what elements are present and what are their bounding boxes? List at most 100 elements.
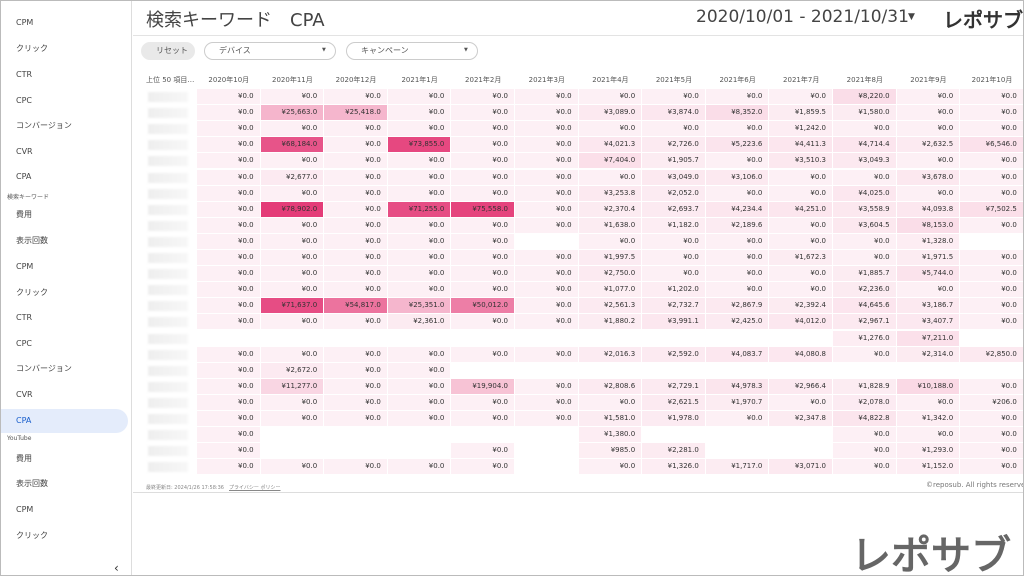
nav-item[interactable]: CTR	[16, 70, 33, 79]
nav-item[interactable]: CVR	[16, 147, 33, 156]
date-range[interactable]: 2020/10/01 - 2021/10/31	[696, 7, 909, 27]
dropdown-arrow[interactable]: ▼	[908, 12, 915, 22]
nav-item[interactable]: クリック	[16, 288, 48, 297]
row-label-blurred	[148, 333, 188, 344]
table-cell: ¥0.0	[197, 443, 260, 459]
nav-item[interactable]: CPM	[16, 262, 34, 271]
table-cell: ¥7,404.0	[578, 153, 642, 169]
column-header: 2021年8月	[846, 76, 883, 84]
table-cell: ¥0.0	[451, 314, 514, 330]
table-cell: ¥0.0	[896, 105, 960, 121]
section-label: YouTube	[7, 435, 32, 442]
table-cell: ¥0.0	[960, 169, 1023, 185]
table-cell: ¥0.0	[387, 459, 451, 475]
table-cell: ¥0.0	[960, 443, 1023, 459]
table-cell: ¥0.0	[705, 89, 769, 104]
table-cell: ¥3,186.7	[896, 298, 960, 314]
table-cell: ¥0.0	[578, 121, 642, 137]
table-cell: ¥0.0	[705, 185, 769, 201]
table-cell: ¥3,991.1	[642, 314, 705, 330]
table-cell: ¥0.0	[387, 282, 451, 298]
table-cell: ¥50,012.0	[451, 298, 514, 314]
table-cell: ¥0.0	[451, 459, 514, 475]
table-cell: ¥0.0	[451, 266, 514, 282]
table-cell: ¥0.0	[705, 282, 769, 298]
filter-button[interactable]: キャンペーン	[346, 42, 478, 60]
table-cell: ¥2,750.0	[578, 266, 642, 282]
dropdown-arrow[interactable]: ▼	[464, 47, 468, 53]
table-cell: ¥0.0	[833, 427, 896, 443]
table-cell: ¥0.0	[515, 378, 578, 394]
collapse-button[interactable]: ‹	[114, 561, 119, 575]
table-cell: ¥0.0	[515, 153, 578, 169]
table-cell: ¥2,850.0	[960, 346, 1023, 362]
column-header: 2021年9月	[910, 76, 947, 84]
table-cell: ¥0.0	[960, 266, 1023, 282]
table-cell: ¥73,855.0	[387, 137, 451, 153]
privacy-link[interactable]: プライバシー ポリシー	[229, 485, 281, 491]
table-cell: ¥4,411.3	[769, 137, 832, 153]
table-cell: ¥0.0	[260, 459, 324, 475]
row-label-blurred	[148, 285, 188, 296]
filter-button[interactable]: リセット	[141, 42, 195, 60]
nav-item[interactable]: CPA	[1, 409, 128, 433]
table-cell: ¥0.0	[324, 378, 387, 394]
nav-item[interactable]: クリック	[16, 44, 48, 53]
section-label: 検索キーワード	[7, 194, 50, 201]
table-cell: ¥0.0	[197, 378, 260, 394]
nav-item[interactable]: コンバージョン	[16, 121, 72, 130]
table-cell: ¥25,663.0	[260, 105, 324, 121]
dropdown-arrow[interactable]: ▼	[322, 47, 326, 53]
table-cell: ¥0.0	[324, 459, 387, 475]
table-cell: ¥4,012.0	[769, 314, 832, 330]
filter-button[interactable]: デバイス	[204, 42, 336, 60]
nav-item[interactable]: CPM	[16, 505, 34, 514]
table-cell: ¥1,672.3	[769, 250, 832, 265]
table-cell: ¥0.0	[197, 282, 260, 298]
nav-item[interactable]: 表示回数	[16, 479, 48, 488]
table-cell: ¥0.0	[896, 153, 960, 169]
table-cell: ¥2,966.4	[769, 378, 832, 394]
table-cell: ¥0.0	[960, 121, 1023, 137]
table-cell: ¥2,592.0	[642, 346, 705, 362]
nav-item[interactable]: 費用	[16, 210, 32, 219]
table-cell: ¥0.0	[960, 89, 1023, 104]
copyright: ©reposub. All rights reserved.	[926, 481, 1024, 489]
table-cell: ¥1,580.0	[833, 105, 896, 121]
nav-item[interactable]: CVR	[16, 390, 33, 399]
table-cell: ¥10,188.0	[896, 378, 960, 394]
table-cell: ¥0.0	[896, 427, 960, 443]
nav-item[interactable]: コンバージョン	[16, 364, 72, 373]
nav-item[interactable]: CPM	[16, 18, 34, 27]
watermark: レポサブ	[851, 533, 1011, 576]
row-label-blurred	[148, 301, 188, 312]
table-cell: ¥0.0	[324, 217, 387, 233]
table-cell: ¥0.0	[515, 314, 578, 330]
nav-item[interactable]: 費用	[16, 454, 32, 463]
table-cell: ¥1,202.0	[642, 282, 705, 298]
table-cell: ¥0.0	[197, 362, 260, 378]
table-cell: ¥0.0	[451, 153, 514, 169]
row-label-blurred	[148, 140, 188, 151]
row-label-blurred	[148, 397, 188, 408]
row-label-blurred	[148, 462, 188, 473]
nav-item[interactable]: CPC	[16, 96, 32, 105]
table-cell: ¥0.0	[451, 169, 514, 185]
table-cell: ¥1,276.0	[833, 330, 896, 346]
table-cell: ¥1,717.0	[705, 459, 769, 475]
table-cell: ¥0.0	[515, 201, 578, 217]
nav-item[interactable]: クリック	[16, 531, 48, 540]
nav-item[interactable]: CPA	[16, 172, 32, 181]
nav-item[interactable]: 表示回数	[16, 236, 48, 245]
table-cell: ¥0.0	[451, 137, 514, 153]
table-cell: ¥0.0	[515, 282, 578, 298]
table-cell: ¥0.0	[769, 217, 832, 233]
table-cell: ¥4,645.6	[833, 298, 896, 314]
table-cell: ¥0.0	[451, 346, 514, 362]
nav-item[interactable]: CTR	[16, 313, 33, 322]
table-cell: ¥0.0	[515, 105, 578, 121]
row-label-blurred	[148, 156, 188, 167]
column-header: 2021年10月	[971, 76, 1013, 84]
nav-item[interactable]: CPC	[16, 339, 32, 348]
